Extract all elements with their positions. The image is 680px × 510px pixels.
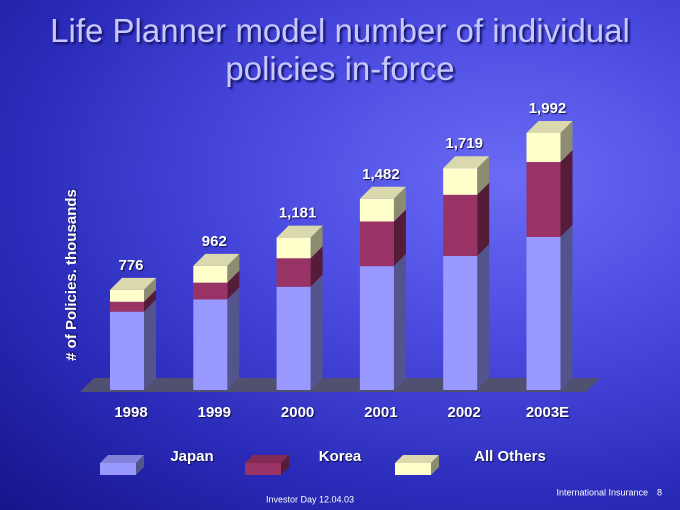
page-number: 8 xyxy=(657,487,662,497)
bar-side xyxy=(227,270,240,300)
legend-swatch-side xyxy=(431,455,439,475)
bar-side xyxy=(310,225,323,259)
bar-top xyxy=(193,253,240,266)
bar-side xyxy=(144,299,156,390)
bar-side xyxy=(393,186,406,222)
footer-right: International Insurance xyxy=(556,487,648,497)
chart-title: Life Planner model number of individual … xyxy=(50,12,630,87)
bar-segment xyxy=(193,299,228,390)
bar-segment xyxy=(193,265,228,283)
bar-top xyxy=(276,225,323,238)
bar-side xyxy=(560,150,573,237)
bar-side xyxy=(227,287,240,390)
x-tick-label: 2000 xyxy=(281,404,314,421)
bar-side xyxy=(393,209,406,267)
bar-segment xyxy=(359,221,394,267)
legend-item: Japan xyxy=(100,448,214,475)
bar-segment xyxy=(276,258,311,287)
legend-item: All Others xyxy=(395,448,546,475)
bar-side xyxy=(310,274,323,390)
legend-label: Korea xyxy=(319,448,362,465)
bar-segment xyxy=(526,162,561,237)
legend-label: All Others xyxy=(474,448,546,465)
legend-swatch-top xyxy=(100,455,144,463)
bar-segment xyxy=(276,237,311,259)
bar-side xyxy=(477,182,490,256)
legend-item: Korea xyxy=(245,448,362,475)
footer-left: Investor Day 12.04.03 xyxy=(266,494,354,504)
bar-side xyxy=(560,224,573,390)
legend-swatch-top xyxy=(395,455,439,463)
bar-segment xyxy=(110,289,144,302)
floor xyxy=(80,378,600,392)
bar-segment xyxy=(526,236,561,390)
bar-top xyxy=(443,156,490,169)
bar-segment xyxy=(359,198,394,222)
legend-swatch xyxy=(245,463,281,475)
bar-side xyxy=(310,246,323,287)
legend-swatch xyxy=(395,463,431,475)
bar-side xyxy=(477,156,490,195)
bar-side xyxy=(227,253,240,283)
bar-segment xyxy=(443,194,478,256)
total-label: 1,719 xyxy=(445,135,483,152)
bar-side xyxy=(560,121,573,163)
total-label: 962 xyxy=(202,233,227,250)
legend-label: Japan xyxy=(170,448,213,465)
bar-segment xyxy=(443,168,478,195)
bar-side xyxy=(144,277,156,302)
legend-swatch xyxy=(100,463,136,475)
bar-side xyxy=(144,289,156,312)
x-tick-label: 2001 xyxy=(364,404,397,421)
x-tick-label: 2002 xyxy=(448,404,481,421)
total-label: 1,181 xyxy=(279,205,317,222)
bar-segment xyxy=(276,286,311,390)
bar-segment xyxy=(110,301,144,312)
x-tick-label: 1998 xyxy=(114,404,147,421)
legend-swatch-side xyxy=(136,455,144,475)
bar-top xyxy=(110,277,156,290)
legend-swatch-top xyxy=(245,455,289,463)
bar-top xyxy=(526,121,573,133)
bar-segment xyxy=(526,133,561,163)
bar-segment xyxy=(359,266,394,390)
bar-top xyxy=(359,186,406,199)
bar-segment xyxy=(110,311,144,390)
bar-side xyxy=(477,243,490,390)
legend-swatch-side xyxy=(281,455,289,475)
bar-segment xyxy=(443,255,478,390)
total-label: 1,992 xyxy=(529,100,567,117)
x-tick-label: 1999 xyxy=(198,404,231,421)
bar-side xyxy=(393,254,406,390)
y-axis-label: # of Policies. thousands xyxy=(63,189,80,361)
total-label: 1,482 xyxy=(362,166,400,183)
total-label: 776 xyxy=(118,257,143,274)
x-tick-label: 2003E xyxy=(526,404,569,421)
bar-segment xyxy=(193,282,228,300)
